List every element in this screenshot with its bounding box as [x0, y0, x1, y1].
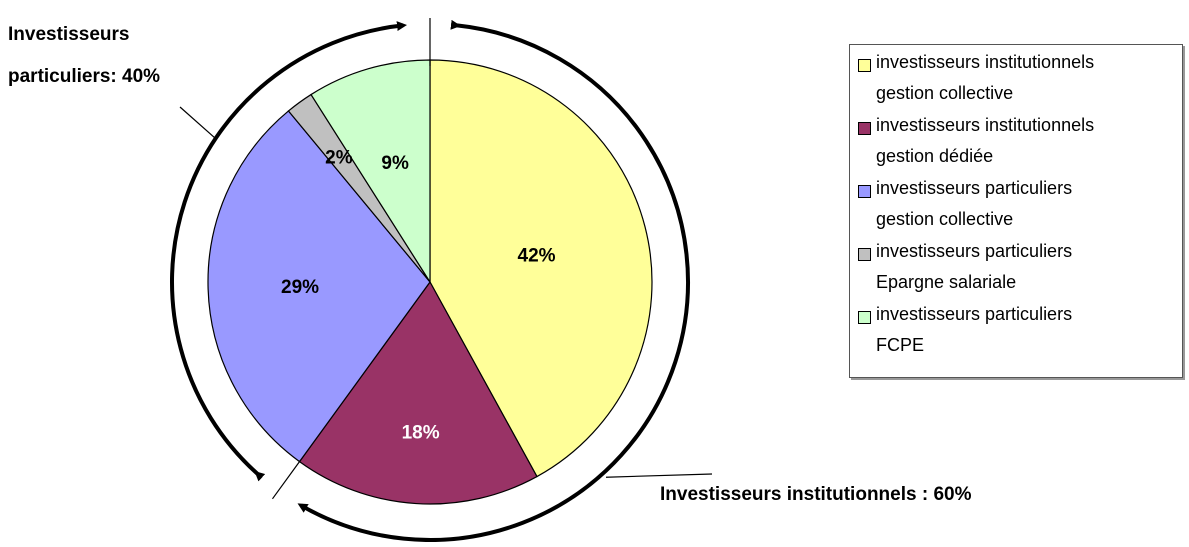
legend-line1: investisseurs particuliers: [876, 304, 1073, 324]
legend-item: investisseurs particuliers gestion colle…: [858, 178, 1174, 235]
particuliers-leader: [179, 106, 217, 140]
legend-line1: investisseurs institutionnels: [876, 52, 1095, 72]
legend-swatch-1: [858, 122, 871, 135]
leader-lines: [179, 18, 713, 500]
particuliers-label-line2: particuliers: 40%: [8, 66, 160, 87]
pie-slice: [429, 59, 653, 478]
slice-label: 42%: [518, 246, 556, 267]
slice-label: 29%: [281, 277, 319, 298]
group-arrows: [170, 19, 690, 542]
legend-item: investisseurs particuliers Epargne salar…: [858, 241, 1174, 298]
legend-line1: investisseurs particuliers: [876, 241, 1073, 261]
institutionnels-leader: [605, 473, 713, 478]
divider-bottom: [271, 459, 302, 500]
particuliers-label-line1: Investisseurs: [8, 24, 129, 45]
slice-label: 9%: [381, 153, 409, 174]
legend: investisseurs institutionnels gestion co…: [849, 44, 1183, 378]
legend-text: investisseurs particuliers FCPE: [876, 299, 1072, 361]
slice-label: 18%: [402, 423, 440, 444]
legend-item: investisseurs particuliers FCPE: [858, 304, 1174, 361]
legend-text: investisseurs institutionnels gestion dé…: [876, 110, 1094, 172]
particuliers-arrow: [170, 21, 408, 482]
slice-label: 2%: [325, 148, 353, 169]
legend-swatch-3: [858, 248, 871, 261]
legend-item: investisseurs institutionnels gestion dé…: [858, 115, 1174, 172]
legend-line2: gestion dédiée: [876, 146, 994, 166]
legend-swatch-4: [858, 311, 871, 324]
legend-text: investisseurs particuliers gestion colle…: [876, 173, 1072, 235]
legend-text: investisseurs particuliers Epargne salar…: [876, 236, 1072, 298]
institutionnels-label: Investisseurs institutionnels : 60%: [660, 484, 972, 505]
legend-line2: gestion collective: [876, 83, 1014, 103]
legend-line1: investisseurs institutionnels: [876, 115, 1095, 135]
legend-swatch-0: [858, 59, 871, 72]
legend-line2: Epargne salariale: [876, 272, 1017, 292]
legend-item: investisseurs institutionnels gestion co…: [858, 52, 1174, 109]
legend-line2: FCPE: [876, 335, 925, 355]
legend-text: investisseurs institutionnels gestion co…: [876, 47, 1094, 109]
institutionnels-arrow: [297, 19, 690, 542]
legend-line1: investisseurs particuliers: [876, 178, 1073, 198]
legend-swatch-2: [858, 185, 871, 198]
legend-line2: gestion collective: [876, 209, 1014, 229]
